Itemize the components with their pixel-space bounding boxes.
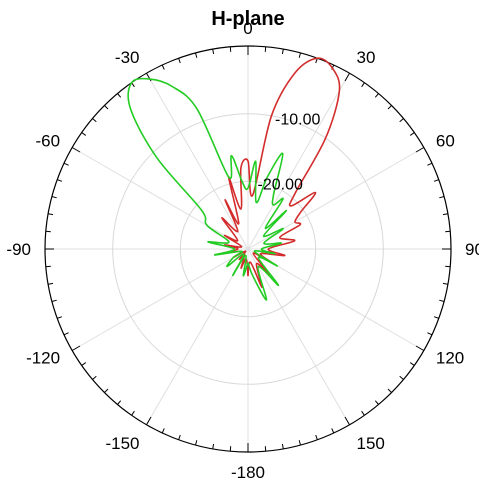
angle-tick <box>212 443 215 449</box>
angle-tick <box>146 416 152 426</box>
angle-tick <box>409 132 415 136</box>
angle-tick <box>92 118 97 123</box>
angle-label: -120 <box>26 349 60 368</box>
grid-spoke <box>247 147 425 250</box>
grid-spoke <box>247 72 350 250</box>
data-layer <box>127 57 341 301</box>
angle-tick <box>442 282 448 285</box>
angle-tick <box>195 440 198 446</box>
angle-tick <box>63 162 69 166</box>
angle-tick <box>57 179 63 182</box>
angle-tick <box>399 118 404 123</box>
angle-tick <box>331 428 335 434</box>
angle-tick <box>415 147 425 153</box>
angle-tick <box>315 434 318 440</box>
angle-tick <box>131 410 135 416</box>
angle-tick <box>298 440 301 446</box>
angle-label: -90 <box>6 240 31 259</box>
angle-tick <box>81 132 87 136</box>
radial-label: -20.00 <box>258 177 303 194</box>
angle-label: 60 <box>436 132 455 151</box>
chart-title: H-plane <box>211 8 284 30</box>
angle-label: -150 <box>105 434 139 453</box>
angle-tick <box>63 332 69 336</box>
angle-tick <box>92 375 97 380</box>
angle-tick <box>104 105 109 110</box>
angle-label: 90 <box>465 240 479 259</box>
angle-tick <box>117 93 122 98</box>
angle-tick <box>374 400 379 405</box>
angle-tick <box>51 299 57 302</box>
angle-tick <box>442 213 448 216</box>
grid-spoke <box>247 248 350 426</box>
angle-label: -30 <box>115 48 140 67</box>
grid-spoke <box>146 72 249 250</box>
angle-tick <box>281 49 284 55</box>
angle-tick <box>71 147 81 153</box>
angle-label: -180 <box>231 463 265 479</box>
angle-tick <box>374 93 379 98</box>
angle-tick <box>427 162 433 166</box>
angle-tick <box>298 52 301 58</box>
angle-tick <box>415 345 425 351</box>
angle-tick <box>117 400 122 405</box>
series-line-2 <box>127 77 288 301</box>
grid-ring <box>179 180 317 318</box>
angle-tick <box>409 362 415 366</box>
grid-ring <box>112 113 384 385</box>
angle-tick <box>178 434 181 440</box>
angle-tick <box>48 282 54 285</box>
angle-tick <box>387 388 392 393</box>
angle-label: 0 <box>243 19 252 38</box>
angle-tick <box>195 52 198 58</box>
angle-tick <box>81 362 87 366</box>
angle-tick <box>387 105 392 110</box>
angle-tick <box>161 64 165 70</box>
angle-label: 120 <box>436 349 464 368</box>
angle-tick <box>433 179 439 182</box>
angle-tick <box>433 316 439 319</box>
angle-tick <box>399 375 404 380</box>
angle-tick <box>51 196 57 199</box>
angle-tick <box>178 58 181 64</box>
angle-tick <box>344 72 350 82</box>
angle-tick <box>344 416 350 426</box>
angle-label: 150 <box>357 434 385 453</box>
angle-tick <box>427 332 433 336</box>
label-layer: 0 30 60 90 120 150 -180 -150 -120 -90 -60 -30 -10.00… <box>6 19 479 479</box>
angle-tick <box>439 196 445 199</box>
grid-spoke <box>71 147 249 250</box>
angle-label: -60 <box>36 132 61 151</box>
angle-tick <box>104 388 109 393</box>
angle-tick <box>361 410 365 416</box>
angle-tick <box>439 299 445 302</box>
angle-tick <box>71 345 81 351</box>
angle-tick <box>161 428 165 434</box>
angle-tick <box>281 443 284 449</box>
angle-tick <box>48 213 54 216</box>
radial-label: -10.00 <box>275 111 320 128</box>
angle-tick <box>361 82 365 88</box>
angle-label: 30 <box>357 48 376 67</box>
angle-tick <box>212 49 215 55</box>
grid-spoke <box>146 248 249 426</box>
angle-tick <box>57 316 63 319</box>
polar-grid <box>44 45 452 453</box>
grid-spoke <box>71 248 249 351</box>
